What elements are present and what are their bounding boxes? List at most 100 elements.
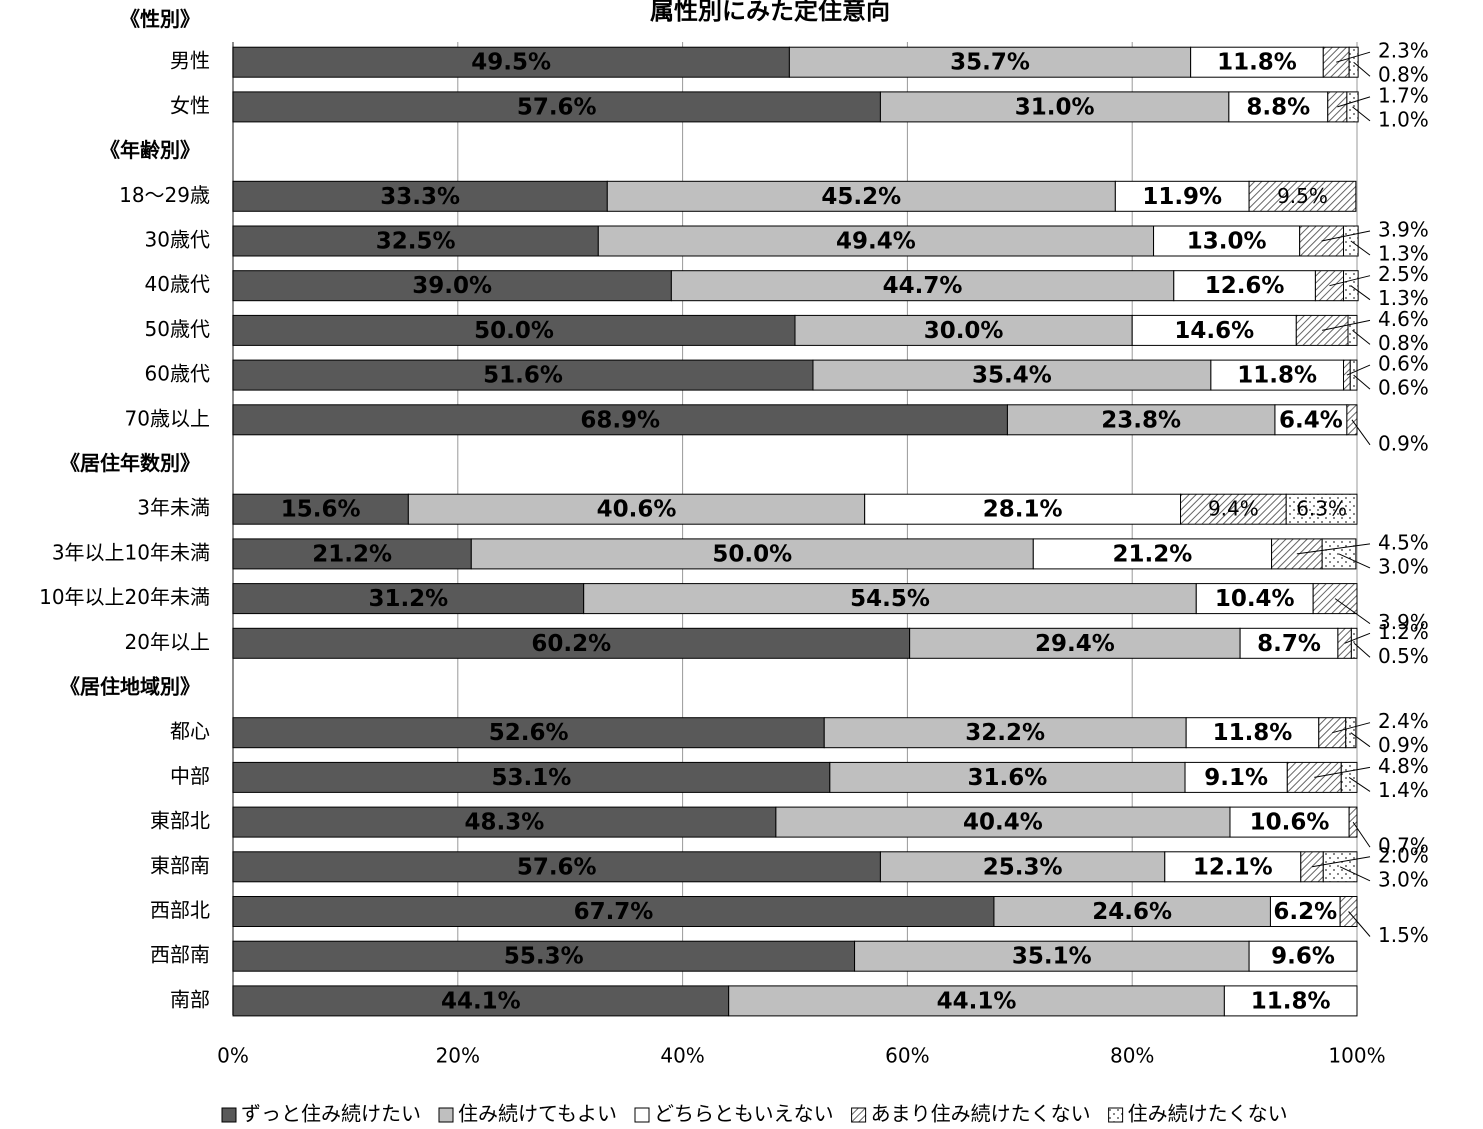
data-label: 53.1%: [492, 765, 572, 791]
data-label: 1.2%: [1378, 620, 1429, 644]
data-label: 1.3%: [1378, 286, 1429, 310]
leader-line: [1350, 240, 1371, 256]
bar-segment: [1248, 940, 1358, 972]
y-tick-label: 中部: [170, 764, 210, 788]
data-label: 9.6%: [1271, 944, 1335, 970]
data-label: 57.6%: [517, 94, 597, 120]
data-label: 54.5%: [850, 586, 930, 612]
data-label: 12.1%: [1193, 854, 1273, 880]
y-tick-label: 西部北: [150, 898, 210, 922]
bar-segment: [1229, 806, 1350, 838]
leader-line: [1353, 374, 1371, 390]
group-label: 《年齢別》: [100, 138, 200, 162]
data-label: 33.3%: [380, 184, 460, 210]
data-label: 44.1%: [937, 988, 1017, 1014]
data-label: 8.7%: [1257, 631, 1321, 657]
bar-segment: [788, 46, 1192, 78]
data-label: 24.6%: [1092, 899, 1172, 925]
leader-line: [1339, 866, 1371, 882]
data-label: 4.8%: [1378, 754, 1429, 778]
group-label: 《居住地域別》: [60, 675, 200, 699]
data-label: 3.0%: [1378, 554, 1429, 578]
y-tick-label: 10年以上20年未満: [39, 585, 210, 609]
group-label: 《居住年数別》: [60, 451, 200, 475]
bar-segment: [597, 225, 1155, 257]
legend-label: ずっと住み続けたい: [241, 1102, 421, 1126]
data-label: 3.9%: [1378, 610, 1429, 634]
data-label: 52.6%: [489, 720, 569, 746]
data-label: 28.1%: [983, 497, 1063, 523]
y-tick-label: 70歳以上: [125, 406, 210, 430]
data-label: 6.2%: [1273, 899, 1337, 925]
leader-line: [1296, 543, 1371, 555]
bar-segment: [232, 717, 825, 749]
data-label: 11.9%: [1142, 184, 1222, 210]
leader-line: [1353, 642, 1371, 658]
leader-line: [1329, 275, 1371, 287]
data-label: 1.0%: [1378, 107, 1429, 131]
leader-line: [1348, 776, 1371, 792]
leader-line: [1350, 732, 1371, 748]
data-label: 57.6%: [517, 854, 597, 880]
data-label: 0.9%: [1378, 733, 1429, 757]
bar-segment: [1114, 180, 1250, 212]
bar-segment: [1190, 46, 1324, 78]
bar-segment: [1195, 583, 1314, 615]
bar-segment: [470, 538, 1034, 570]
y-tick-label: 40歳代: [145, 272, 210, 296]
data-label: 0.9%: [1378, 431, 1429, 455]
y-tick-label: 西部南: [150, 943, 210, 967]
data-label: 11.8%: [1217, 50, 1297, 76]
legend-label: あまり住み続けたくない: [871, 1102, 1091, 1126]
data-label: 9.5%: [1277, 184, 1328, 208]
data-label: 35.7%: [950, 50, 1030, 76]
bar-segment: [232, 91, 881, 123]
bar-segment: [232, 493, 409, 525]
x-tick-label: 100%: [1328, 1044, 1385, 1068]
bar-segment: [1153, 225, 1301, 257]
bar-segment: [1269, 896, 1341, 927]
bar-segment: [864, 493, 1182, 525]
data-label: 21.2%: [1113, 541, 1193, 567]
data-label: 45.2%: [821, 184, 901, 210]
data-label: 48.3%: [465, 810, 545, 836]
leader-line: [1332, 722, 1371, 734]
bar-segment: [232, 583, 585, 615]
data-label: 14.6%: [1174, 318, 1254, 344]
data-label: 13.0%: [1187, 229, 1267, 255]
data-label: 60.2%: [531, 631, 611, 657]
bar-segment: [728, 985, 1225, 1017]
bar-segment: [1223, 985, 1358, 1017]
data-label: 0.8%: [1378, 331, 1429, 355]
legend-label: どちらともいえない: [654, 1102, 834, 1126]
group-label: 《性別》: [120, 7, 200, 31]
bar-segment: [823, 717, 1187, 749]
y-tick-label: 18～29歳: [119, 183, 210, 207]
data-label: 15.6%: [281, 497, 361, 523]
data-label: 9.4%: [1208, 497, 1259, 521]
bar-segment: [232, 359, 814, 391]
data-label: 31.6%: [968, 765, 1048, 791]
data-label: 2.5%: [1378, 262, 1429, 286]
bar-segment: [775, 806, 1231, 838]
data-label: 21.2%: [312, 541, 392, 567]
bar-segment: [1173, 270, 1316, 302]
data-label: 2.0%: [1378, 843, 1429, 867]
y-tick-label: 東部南: [150, 853, 210, 877]
data-label: 49.4%: [836, 229, 916, 255]
data-label: 49.5%: [471, 50, 551, 76]
data-label: 35.4%: [972, 363, 1052, 389]
bar-segment: [909, 627, 1241, 659]
data-label: 1.7%: [1378, 83, 1429, 107]
data-label: 6.3%: [1296, 497, 1347, 521]
data-label: 11.8%: [1213, 720, 1293, 746]
x-tick-label: 40%: [660, 1044, 704, 1068]
data-label: 10.4%: [1215, 586, 1295, 612]
x-tick-label: 80%: [1110, 1044, 1154, 1068]
data-label: 0.7%: [1378, 834, 1429, 858]
legend-swatch: [438, 1107, 454, 1123]
leader-line: [1351, 419, 1371, 446]
data-label: 31.2%: [368, 586, 448, 612]
x-tick-label: 0%: [217, 1044, 249, 1068]
